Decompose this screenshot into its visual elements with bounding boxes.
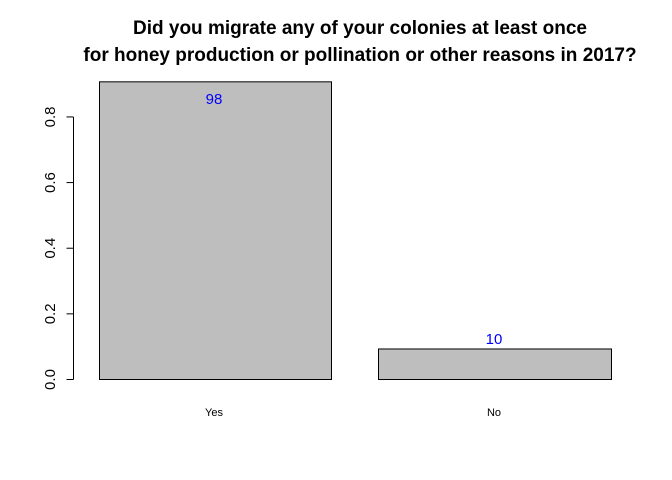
category-labels: Yes No <box>205 407 501 419</box>
data-label: 98 <box>206 91 223 108</box>
data-label: 10 <box>486 331 503 348</box>
category-label: No <box>487 407 501 419</box>
chart-title-line-1: Did you migrate any of your colonies at … <box>133 18 587 39</box>
category-label: Yes <box>205 407 223 419</box>
y-tick-label: 0.4 <box>42 238 59 259</box>
y-tick-label: 0.2 <box>42 303 59 324</box>
bar <box>99 81 332 380</box>
bars <box>99 81 612 380</box>
data-labels: 98 10 <box>206 91 503 348</box>
y-tick-label: 0.8 <box>42 107 59 128</box>
y-tick-label: 0.0 <box>42 369 59 390</box>
bar <box>378 348 612 380</box>
chart-title-line-2: for honey production or pollination or o… <box>83 45 636 66</box>
y-tick-label: 0.6 <box>42 172 59 193</box>
y-axis: 0.0 0.2 0.4 0.6 0.8 <box>42 107 74 390</box>
